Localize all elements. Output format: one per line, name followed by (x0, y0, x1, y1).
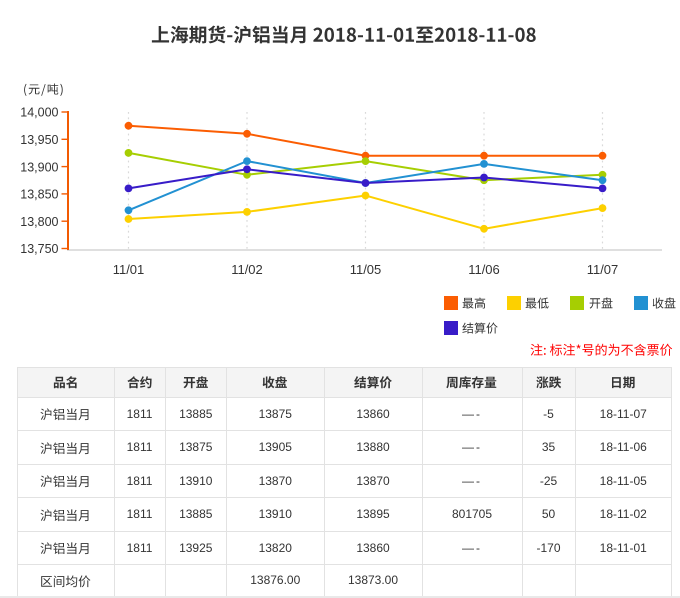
svg-text:11/06: 11/06 (468, 262, 500, 277)
svg-text:13,850: 13,850 (20, 188, 58, 202)
svg-text:14,000: 14,000 (20, 106, 58, 120)
svg-text:11/05: 11/05 (350, 262, 382, 277)
svg-text:11/07: 11/07 (587, 262, 619, 277)
svg-text:13,800: 13,800 (20, 215, 58, 229)
svg-text:13,900: 13,900 (20, 160, 58, 174)
svg-text:11/02: 11/02 (231, 262, 263, 277)
svg-text:11/01: 11/01 (113, 262, 145, 277)
svg-text:13,750: 13,750 (20, 242, 58, 256)
svg-text:13,950: 13,950 (20, 133, 58, 147)
